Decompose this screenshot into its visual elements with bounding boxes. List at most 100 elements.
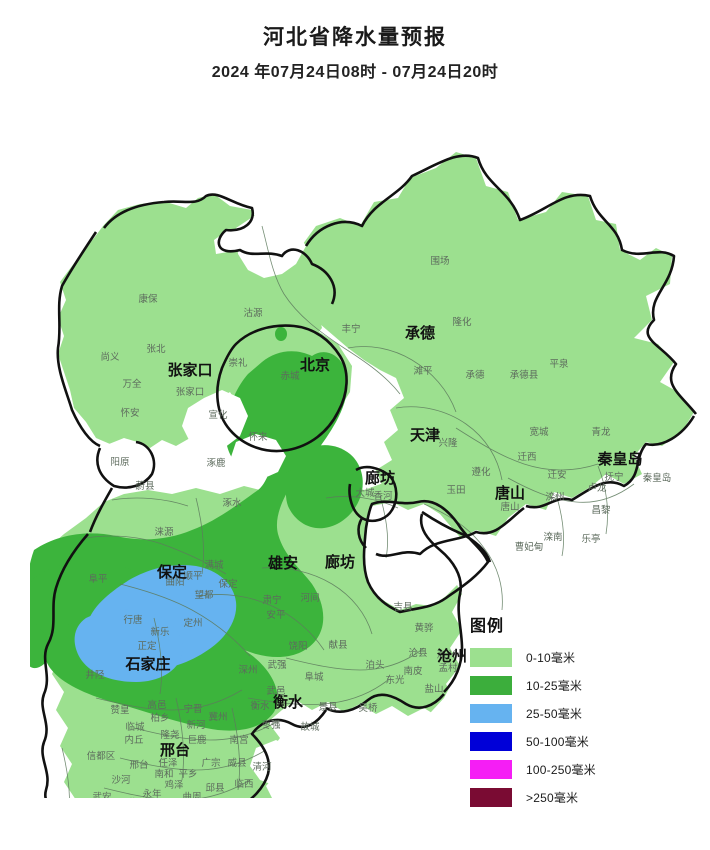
county-label: 乐亭 xyxy=(581,533,600,545)
county-label: 秦皇岛 xyxy=(643,472,672,484)
page-title: 河北省降水量预报 xyxy=(263,26,447,49)
legend-row: 100-250毫米 xyxy=(470,756,670,782)
prefecture-label-group: 张家口承德秦皇岛唐山廊坊廊坊保定雄安石家庄沧州衡水邢台邯郸 xyxy=(124,324,642,759)
county-label: 威县 xyxy=(227,757,246,769)
county-label: 信都区 xyxy=(87,750,116,762)
legend: 图例 0-10毫米 10-25毫米 25-50毫米 50-100毫米 100-250毫米… xyxy=(470,612,670,812)
county-label: 安平 xyxy=(266,609,286,621)
county-label: 顺平 xyxy=(183,571,203,582)
legend-swatch xyxy=(470,675,512,695)
county-label: 满城 xyxy=(204,560,224,571)
legend-row: 0-10毫米 xyxy=(470,644,670,670)
county-label: 南皮 xyxy=(403,665,423,677)
legend-label: 100-250毫米 xyxy=(526,762,596,777)
county-label: 崇礼 xyxy=(228,357,248,369)
prefecture-label: 雄安 xyxy=(267,554,298,572)
prefecture-label: 衡水 xyxy=(273,693,304,711)
county-label: 围场 xyxy=(430,256,449,267)
county-label: 滦州 xyxy=(545,491,564,503)
county-label: 武安 xyxy=(92,791,111,798)
county-label: 献县 xyxy=(328,639,347,651)
county-label: 武强 xyxy=(267,659,287,671)
prefecture-label: 保定 xyxy=(156,563,187,581)
county-label: 涿鹿 xyxy=(206,457,226,469)
county-label: 玉田 xyxy=(446,485,465,496)
county-label: 阜平 xyxy=(88,573,108,585)
precip-band-25-50mm xyxy=(74,564,237,682)
county-label: 隆尧 xyxy=(160,729,179,741)
legend-label: 0-10毫米 xyxy=(526,650,576,665)
county-label: 巨鹿 xyxy=(187,734,207,746)
county-label: 临西 xyxy=(234,778,253,790)
title-block: 河北省降水量预报 2024 年07月24日08时 - 07月24日20时 xyxy=(0,24,710,86)
county-label: 万全 xyxy=(122,378,142,390)
prefecture-label: 秦皇岛 xyxy=(596,450,642,468)
county-label: 承德 xyxy=(465,369,485,381)
legend-label: 25-50毫米 xyxy=(526,706,583,721)
county-label: 行唐 xyxy=(123,614,142,626)
county-label: 阜城 xyxy=(304,671,324,683)
county-label: 尚义 xyxy=(100,351,120,363)
legend-row: 25-50毫米 xyxy=(470,700,670,726)
county-label: 正定 xyxy=(137,640,157,652)
county-label: 邢台 xyxy=(129,759,148,771)
county-label: 饶阳 xyxy=(288,640,307,652)
county-label: 故城 xyxy=(300,721,320,733)
county-label: 南和 xyxy=(154,768,173,780)
county-label: 景县 xyxy=(318,702,337,713)
county-label: 孟村 xyxy=(438,662,458,674)
prefecture-label: 廊坊 xyxy=(325,553,355,571)
prefecture-label: 石家庄 xyxy=(124,655,170,673)
county-label: 张家口 xyxy=(176,386,205,398)
county-label: 广宗 xyxy=(201,757,220,769)
county-label: 兴隆 xyxy=(438,437,458,449)
county-label: 冀州 xyxy=(208,711,227,723)
county-label: 邱县 xyxy=(205,783,224,794)
county-label: 宽城 xyxy=(529,426,549,438)
county-label: 井陉 xyxy=(85,669,105,681)
legend-swatch xyxy=(470,647,512,667)
legend-label: 10-25毫米 xyxy=(526,678,583,693)
legend-title: 图例 xyxy=(470,618,505,635)
county-label: 望都 xyxy=(194,589,214,601)
county-label: 康保 xyxy=(138,293,158,305)
county-label: 涞源 xyxy=(154,527,174,538)
county-label: 唐山 xyxy=(500,501,519,513)
county-label: 平泉 xyxy=(549,358,569,370)
prefecture-label: 承德 xyxy=(405,324,435,342)
county-label: 曲周 xyxy=(182,792,201,798)
county-label: 海兴 xyxy=(436,649,455,661)
prefecture-label: 沧州 xyxy=(437,647,467,665)
prefecture-label: 廊坊 xyxy=(365,469,395,487)
legend-label: >250毫米 xyxy=(526,790,579,805)
county-label: 深州 xyxy=(238,665,257,676)
county-label: 阳原 xyxy=(110,457,129,468)
county-label: 滩平 xyxy=(413,365,433,377)
county-label: 香河 xyxy=(373,490,393,502)
legend-row: 10-25毫米 xyxy=(470,672,670,698)
forecast-period-subtitle: 2024 年07月24日08时 - 07月24日20时 xyxy=(211,64,499,81)
legend-rows: 0-10毫米 10-25毫米 25-50毫米 50-100毫米 100-250毫米 >25… xyxy=(470,644,670,810)
county-label: 张北 xyxy=(146,344,166,355)
county-label: 柏乡 xyxy=(150,712,169,724)
county-label: 宣化 xyxy=(208,409,228,421)
legend-row: 50-100毫米 xyxy=(470,728,670,754)
legend-label: 50-100毫米 xyxy=(526,734,589,749)
county-label: 河间 xyxy=(300,592,319,604)
county-label: 新河 xyxy=(186,719,206,731)
county-label: 内丘 xyxy=(124,734,144,746)
legend-swatch xyxy=(470,787,512,807)
county-label-group: 康保张北尚义万全张家口崇礼沽源宣化怀安阳原蔚县涿鹿怀来丰宁赤城围场隆化滩平 承德承… xyxy=(85,256,672,798)
county-label: 盐山 xyxy=(424,683,443,695)
county-label: 保定 xyxy=(218,578,238,590)
county-label: 东光 xyxy=(385,674,405,686)
county-label: 宁晋 xyxy=(183,703,202,715)
prefecture-label: 唐山 xyxy=(495,484,525,502)
county-label: 隆化 xyxy=(452,316,472,328)
county-label: 滦南 xyxy=(543,531,562,543)
county-label: 承德县 xyxy=(510,369,539,381)
county-label: 迁安 xyxy=(547,469,566,481)
